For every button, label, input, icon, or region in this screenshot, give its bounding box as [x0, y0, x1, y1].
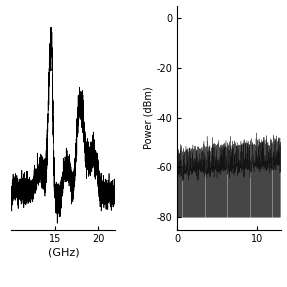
X-axis label: (GHz): (GHz) [48, 247, 79, 257]
Y-axis label: Power (dBm): Power (dBm) [144, 86, 154, 149]
